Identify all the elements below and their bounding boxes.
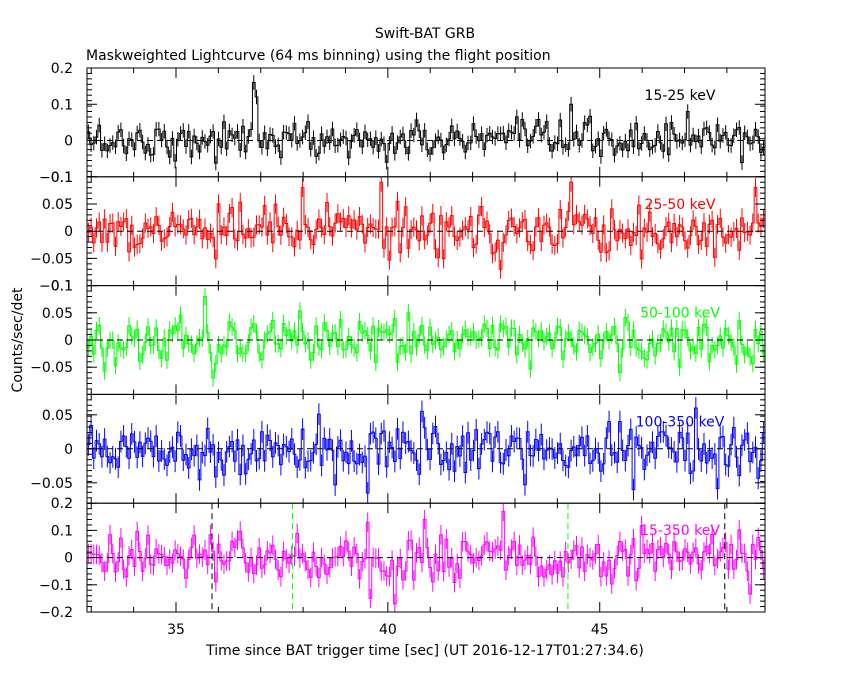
x-tick-label: 40: [379, 622, 397, 638]
y-tick-label: 0.05: [42, 306, 73, 322]
x-tick-label: 45: [591, 622, 609, 638]
y-tick-label: −0.05: [30, 251, 73, 267]
band-label: 50-100 keV: [640, 306, 720, 322]
y-tick-label: 0.1: [51, 170, 73, 186]
y-tick-label: 0: [64, 333, 73, 349]
y-tick-label: −0.2: [39, 605, 73, 621]
y-tick-label: 0: [64, 442, 73, 458]
band-label: 15-350 keV: [640, 523, 720, 539]
panel-frame: [86, 67, 766, 178]
band-label: 100-350 keV: [636, 414, 725, 430]
panel-2: 0.1 0.05 0 −0.05 −0.1 25-50 keV: [30, 170, 766, 295]
y-tick-label: 0.1: [51, 97, 73, 113]
panel-1: 0.2 0.1 0 −0.1 15-25 keV: [39, 61, 766, 186]
y-tick-label: 0: [64, 224, 73, 240]
y-tick-label: −0.1: [39, 578, 73, 594]
y-tick-label: 0.1: [51, 523, 73, 539]
series-line-5: [87, 510, 765, 605]
chart-subtitle: Maskweighted Lightcurve (64 ms binning) …: [86, 48, 551, 64]
y-tick-label: −0.1: [39, 279, 73, 295]
y-tick-label: 0.05: [42, 408, 73, 424]
y-tick-label: 0: [64, 551, 73, 567]
series-line-1: [87, 82, 765, 164]
x-axis-label: Time since BAT trigger time [sec] (UT 20…: [205, 643, 644, 659]
x-tick-label: 35: [167, 622, 185, 638]
panels: 0.2 0.1 0 −0.1 15-25 keV 0.1 0.05 0 −0.05 −0.1 25-…: [30, 61, 766, 638]
y-axis-label: Counts/sec/det: [10, 287, 26, 392]
band-label: 25-50 keV: [645, 197, 716, 213]
y-tick-label: 0.05: [42, 197, 73, 213]
y-tick-label: 0.2: [51, 496, 73, 512]
panel-4: 0.05 0 −0.05 100-350 keV: [30, 393, 766, 504]
y-tick-label: −0.05: [30, 476, 73, 492]
y-tick-label: 0.1: [51, 279, 73, 295]
y-tick-label: −0.05: [30, 360, 73, 376]
chart-title: Swift-BAT GRB: [375, 26, 475, 42]
series-line-4: [87, 407, 765, 494]
y-tick-label: 0.2: [51, 61, 73, 77]
y-tick-label: −0.1: [39, 170, 73, 186]
panel-5: 0.2 0.1 0 −0.1 −0.2 15-350 keV: [39, 496, 766, 621]
series-line-2: [87, 181, 765, 270]
y-tick-label: 0: [64, 134, 73, 150]
panel-3: 0.1 0.05 0 −0.05 50-100 keV: [30, 279, 766, 395]
band-label: 15-25 keV: [645, 88, 716, 104]
errorbars-2: [87, 176, 765, 279]
